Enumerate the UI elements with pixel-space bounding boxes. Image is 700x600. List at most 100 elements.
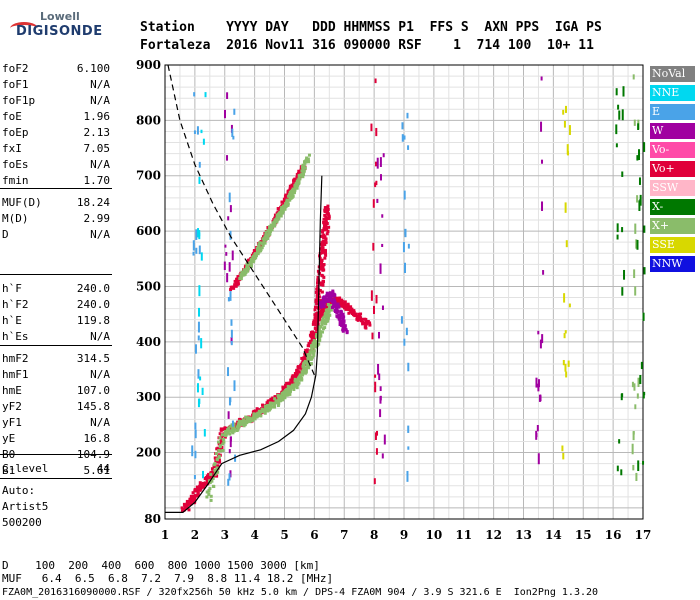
noise-point bbox=[198, 307, 201, 317]
echo-point bbox=[332, 297, 336, 301]
noise-point bbox=[204, 92, 207, 98]
noise-point bbox=[636, 155, 639, 161]
echo-point bbox=[297, 370, 301, 374]
param-foe: foE 1.96 bbox=[2, 110, 110, 124]
echo-point bbox=[317, 310, 321, 314]
echo-point bbox=[313, 326, 317, 330]
noise-point bbox=[643, 267, 646, 275]
param-value: N/A bbox=[90, 158, 110, 171]
noise-point bbox=[374, 381, 377, 393]
echo-point bbox=[300, 370, 304, 374]
echo-point bbox=[304, 351, 308, 355]
echo-point bbox=[287, 198, 291, 202]
echo-point bbox=[215, 447, 219, 451]
echo-point bbox=[256, 411, 260, 415]
echo-point bbox=[320, 300, 324, 304]
echo-point bbox=[309, 362, 313, 366]
noise-point bbox=[643, 225, 646, 233]
echo-point bbox=[231, 426, 235, 430]
noise-point bbox=[622, 86, 625, 97]
noise-point bbox=[372, 199, 375, 208]
echo-point bbox=[320, 241, 324, 245]
noise-point bbox=[194, 450, 197, 459]
echo-point bbox=[258, 241, 262, 245]
echo-point bbox=[322, 268, 326, 272]
noise-point bbox=[637, 460, 640, 472]
noise-point bbox=[377, 363, 380, 375]
echo-point bbox=[277, 217, 281, 221]
echo-point bbox=[322, 233, 326, 237]
noise-point bbox=[565, 371, 568, 378]
echo-point bbox=[246, 267, 250, 271]
noise-point bbox=[234, 454, 237, 462]
echo-point bbox=[252, 249, 256, 253]
footer-muf-row: MUF 6.4 6.5 6.8 7.2 7.9 8.8 11.4 18.2 [M… bbox=[2, 572, 334, 585]
noise-point bbox=[633, 119, 636, 126]
echo-point bbox=[269, 223, 273, 227]
noise-point bbox=[373, 478, 376, 485]
echo-point bbox=[233, 427, 237, 431]
noise-point bbox=[541, 201, 544, 211]
echo-point bbox=[303, 371, 307, 375]
echo-point bbox=[240, 270, 244, 274]
echo-point bbox=[210, 467, 214, 471]
noise-point bbox=[621, 227, 624, 233]
echo-point bbox=[313, 313, 317, 317]
x-tick-label: 16 bbox=[605, 528, 622, 542]
echo-point bbox=[273, 397, 277, 401]
noise-point bbox=[381, 214, 384, 218]
noise-point bbox=[636, 393, 639, 399]
noise-point bbox=[402, 241, 405, 253]
echo-point bbox=[230, 429, 234, 433]
echo-point bbox=[333, 294, 337, 298]
echo-point bbox=[301, 358, 305, 362]
echo-point bbox=[204, 476, 208, 480]
param-fof1p: foF1p N/A bbox=[2, 94, 110, 108]
echo-point bbox=[218, 449, 222, 453]
echo-point bbox=[284, 390, 288, 394]
echo-point bbox=[322, 318, 326, 322]
echo-point bbox=[249, 263, 253, 267]
echo-point bbox=[318, 251, 322, 255]
noise-point bbox=[233, 380, 236, 392]
param-value: 18.24 bbox=[76, 196, 110, 209]
param-key: foF2 bbox=[2, 62, 29, 75]
noise-point bbox=[374, 78, 377, 84]
logo-line2: DIGISONDE bbox=[16, 24, 103, 39]
noise-point bbox=[404, 262, 407, 274]
echo-point bbox=[271, 222, 275, 226]
param-value: 2.99 bbox=[83, 212, 111, 225]
param-key: hmE bbox=[2, 384, 22, 397]
noise-point bbox=[226, 273, 229, 283]
legend-item-vo-: Vo- bbox=[650, 142, 695, 158]
y-tick-label: 80 bbox=[144, 512, 161, 526]
echo-point bbox=[232, 429, 236, 433]
echo-point bbox=[215, 474, 219, 478]
noise-point bbox=[193, 92, 196, 97]
digisonde-logo: Lowell DIGISONDE bbox=[6, 8, 106, 42]
echo-point bbox=[267, 227, 271, 231]
echo-point bbox=[322, 295, 326, 299]
echo-point bbox=[198, 484, 202, 488]
x-tick-label: 12 bbox=[485, 528, 502, 542]
echo-point bbox=[224, 433, 228, 437]
echo-point bbox=[317, 334, 321, 338]
echo-point bbox=[300, 356, 304, 360]
param-value: N/A bbox=[90, 330, 110, 343]
echo-point bbox=[315, 328, 319, 332]
param-value: N/A bbox=[90, 228, 110, 241]
echo-point bbox=[319, 242, 323, 246]
noise-point bbox=[407, 243, 410, 249]
echo-point bbox=[276, 403, 280, 407]
param-fof2: foF2 6.100 bbox=[2, 62, 110, 76]
param-foes: foEs N/A bbox=[2, 158, 110, 172]
echo-point bbox=[237, 419, 241, 423]
param-muf-d-: MUF(D) 18.24 bbox=[2, 196, 110, 210]
noise-point bbox=[638, 149, 641, 160]
param-key: foE bbox=[2, 110, 22, 123]
noise-point bbox=[403, 135, 406, 140]
legend-item-nne: NNE bbox=[650, 85, 695, 101]
echo-point bbox=[316, 277, 320, 281]
muf-dashed-curve bbox=[167, 64, 315, 376]
echo-point bbox=[315, 287, 319, 291]
